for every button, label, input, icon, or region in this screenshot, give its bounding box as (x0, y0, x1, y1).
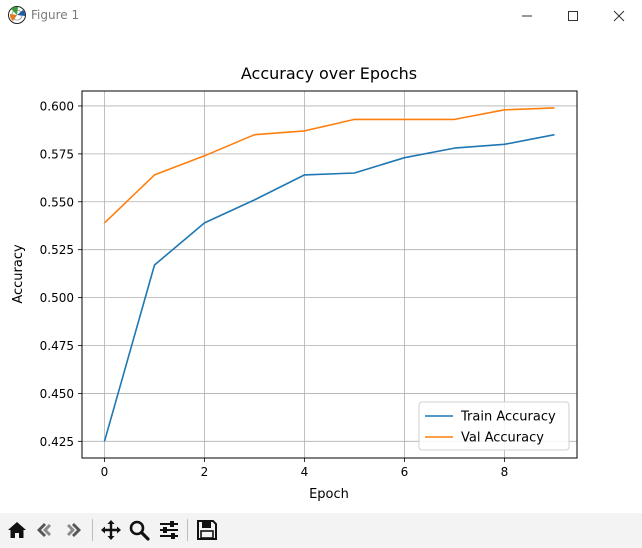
minimize-button[interactable] (504, 0, 550, 31)
y-tick-label: 0.475 (40, 339, 74, 353)
legend-label: Train Accuracy (460, 410, 556, 425)
save-button[interactable] (194, 517, 220, 543)
matplotlib-figure-icon (8, 6, 26, 24)
configure-subplots-icon (160, 521, 178, 539)
close-icon (613, 10, 625, 21)
axis-ticks: 0 2 4 6 8 0.425 0.450 0.475 0.500 0.525 0.550 0.575… (40, 99, 509, 479)
home-icon (8, 522, 26, 538)
forward-button[interactable] (60, 517, 86, 543)
y-tick-label: 0.600 (40, 99, 74, 113)
pan-button[interactable] (98, 517, 124, 543)
legend-label: Val Accuracy (461, 431, 544, 446)
y-tick-label: 0.575 (40, 147, 74, 161)
y-tick-label: 0.450 (40, 387, 74, 401)
y-tick-label: 0.550 (40, 195, 74, 209)
zoom-icon (129, 520, 150, 541)
plot-lines (103, 107, 555, 442)
x-axis-label: Epoch (309, 487, 349, 502)
back-button[interactable] (32, 517, 58, 543)
x-tick-label: 0 (101, 465, 109, 479)
x-tick-label: 2 (201, 465, 209, 479)
zoom-button[interactable] (126, 517, 152, 543)
legend: Train Accuracy Val Accuracy (418, 401, 570, 451)
figure-canvas: Accuracy over Epochs 0 2 4 6 8 0.425 0.450 0.47… (11, 64, 578, 502)
x-tick-label: 8 (501, 465, 509, 479)
toolbar-separator (92, 519, 93, 541)
forward-arrow-icon (67, 523, 81, 537)
minimize-icon (522, 15, 532, 16)
navigation-toolbar (0, 513, 642, 548)
window-title: Figure 1 (31, 8, 80, 22)
configure-subplots-button[interactable] (156, 517, 182, 543)
x-tick-label: 6 (401, 465, 409, 479)
chart-title: Accuracy over Epochs (241, 64, 417, 83)
y-tick-label: 0.525 (40, 243, 74, 257)
close-button[interactable] (596, 0, 642, 31)
save-icon (197, 520, 217, 540)
toolbar-separator (187, 519, 188, 541)
legend-box (418, 401, 570, 451)
x-tick-label: 4 (301, 465, 309, 479)
back-arrow-icon (37, 523, 51, 537)
home-button[interactable] (4, 517, 30, 543)
y-tick-label: 0.500 (40, 291, 74, 305)
y-tick-label: 0.425 (40, 435, 74, 449)
series-line-1 (103, 107, 555, 224)
axes-frame (81, 90, 578, 459)
y-axis-label: Accuracy (11, 244, 26, 304)
title-bar: Figure 1 (0, 0, 642, 31)
maximize-button[interactable] (550, 0, 596, 31)
maximize-icon (568, 10, 578, 21)
series-line-0 (103, 133, 555, 442)
pan-icon (101, 520, 121, 540)
